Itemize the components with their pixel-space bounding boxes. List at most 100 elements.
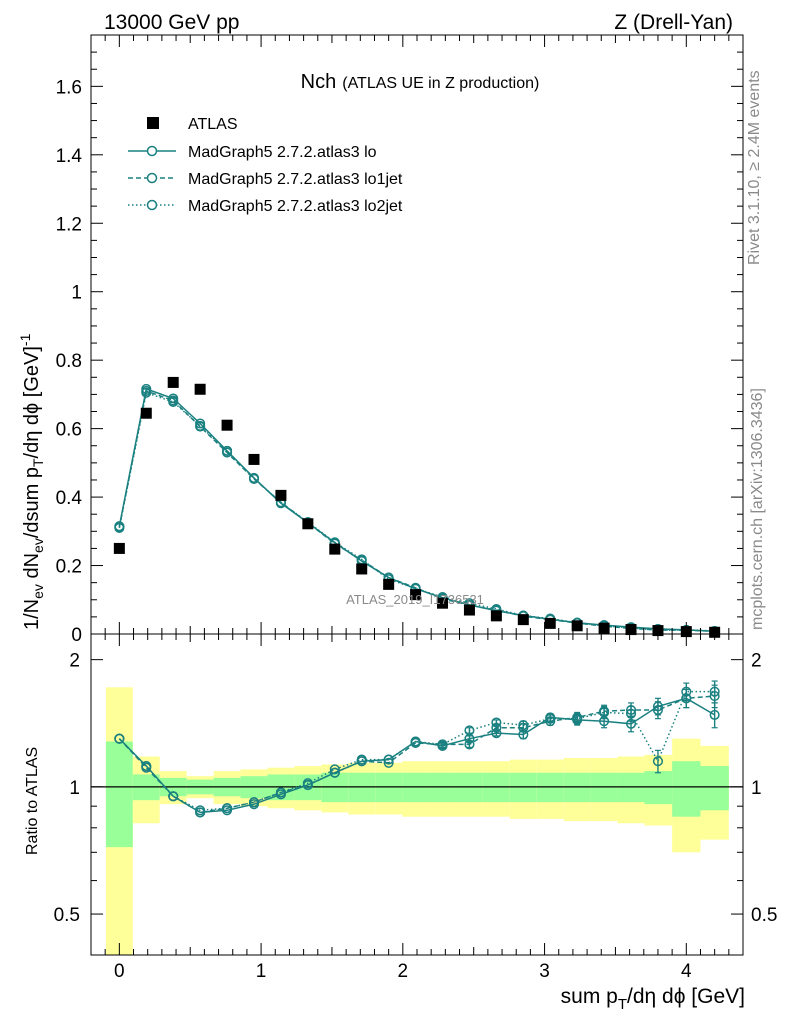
legend-lo1jet-marker (146, 172, 158, 184)
ylabel-c-sub: T (30, 458, 46, 467)
legend-lo1jet-label: MadGraph5 2.7.2.atlas3 lo1jet (188, 171, 403, 188)
ratio-line-1 (118, 695, 715, 814)
y-tick-label: 0.8 (56, 351, 82, 372)
x-tick-label: 2 (398, 961, 409, 982)
y-tick-label: 1.4 (56, 146, 83, 167)
atlas-data-point (625, 624, 637, 636)
ratio-point-2 (652, 756, 664, 767)
ratio-point-0 (709, 709, 720, 720)
atlas-data-point (571, 620, 583, 632)
ratio-point-2 (114, 733, 125, 744)
legend-lo-label: MadGraph5 2.7.2.atlas3 lo (188, 144, 377, 161)
watermark: ATLAS_2019_I1736531 (346, 592, 484, 607)
mcplots-label: mcplots.cern.ch [arXiv:1306.3436] (749, 388, 766, 630)
ratio-uncertainty-bands (91, 687, 743, 955)
atlas-data-point (517, 614, 529, 626)
ratio-tick-label-left: 2 (69, 651, 80, 672)
ylabel-c: /dsum p (21, 467, 43, 538)
xlabel-a-sub: T (618, 996, 627, 1013)
x-tick-label: 4 (681, 961, 692, 982)
atlas-data-point (302, 518, 314, 530)
mc-point-2 (141, 387, 152, 398)
ratio-tick-label-right: 2 (751, 651, 762, 672)
main-plot-marks (113, 376, 721, 638)
header-left: 13000 GeV pp (104, 11, 239, 34)
ratio-inner-band (700, 766, 729, 811)
y-tick-label: 0 (71, 625, 82, 646)
mc-point-2 (248, 473, 260, 484)
ylabel-d-sup: -1 (17, 333, 33, 346)
legend-lo2jet-marker (146, 199, 158, 211)
ylabel-a: 1/N (21, 599, 43, 630)
atlas-data-point (194, 383, 206, 395)
atlas-data-point (544, 617, 556, 629)
ratio-inner-band (644, 771, 673, 805)
mc-point-2 (114, 522, 125, 533)
atlas-data-point (463, 604, 475, 616)
ratio-point-1 (383, 757, 394, 768)
y-tick-label: 1 (71, 283, 82, 304)
ratio-point-2 (275, 787, 286, 798)
atlas-data-point (490, 610, 502, 622)
mc-point-2 (222, 445, 233, 456)
x-tick-label: 0 (114, 961, 125, 982)
legend-lo2jet-label: MadGraph5 2.7.2.atlas3 lo2jet (188, 198, 403, 215)
xlabel-a: sum p (561, 985, 618, 1008)
mc-point-2 (195, 420, 206, 431)
ratio-plot-marks (114, 680, 720, 818)
ratio-point-2 (329, 764, 340, 775)
y-tick-label: 0.4 (56, 488, 83, 509)
legend: ATLAS MadGraph5 2.7.2.atlas3 lo MadGraph… (128, 116, 403, 215)
ratio-point-2 (410, 736, 421, 747)
ratio-inner-band (105, 741, 133, 848)
ratio-point-2 (195, 805, 206, 816)
chart-title-main: Nch (301, 71, 337, 93)
legend-atlas-label: ATLAS (188, 116, 238, 133)
y-axis-label: 1/Nev dNev/dsum pT/dη dϕ [GeV]-1 (17, 333, 46, 630)
y-tick-label: 0.6 (56, 420, 82, 441)
legend-lo-marker (146, 145, 158, 157)
atlas-data-point (437, 597, 449, 609)
y-tick-label: 1.2 (56, 214, 82, 235)
chart-subtitle: (ATLAS UE in Z production) (342, 75, 539, 92)
ratio-tick-label-left: 0.5 (54, 905, 80, 926)
ratio-point-2 (356, 754, 367, 765)
mc-line-1 (118, 389, 715, 633)
atlas-data-point (221, 419, 233, 431)
ratio-point-1 (464, 739, 475, 750)
atlas-data-point (248, 453, 260, 465)
y-tick-label: 0.2 (56, 557, 82, 578)
atlas-data-point (410, 589, 422, 601)
mc-line-2 (118, 391, 715, 632)
ratio-inner-band (672, 761, 701, 817)
atlas-data-point (383, 578, 395, 590)
ylabel-b-sub: ev (30, 538, 46, 553)
axis-ticks: 0 1 2 3 4 0 0.2 0.4 0.6 0.8 1 1.2 1.4 1.6 0.5 0.5 1 1 2 2 (54, 34, 777, 982)
ratio-point-2 (545, 713, 556, 724)
legend-atlas-marker (147, 117, 159, 129)
ratio-tick-label-right: 0.5 (751, 905, 777, 926)
atlas-data-point (598, 622, 610, 634)
atlas-data-point (167, 376, 179, 388)
atlas-data-point (356, 563, 368, 575)
atlas-data-point (275, 489, 287, 501)
ylabel-d: /dη dϕ [GeV] (21, 346, 43, 458)
y-tick-label: 1.6 (56, 77, 82, 98)
ratio-tick-label-left: 1 (69, 778, 80, 799)
ylabel-b: dN (21, 553, 43, 584)
ratio-point-2 (437, 739, 448, 750)
ratio-point-2 (141, 761, 152, 772)
x-tick-label: 1 (256, 961, 267, 982)
xlabel-b: /dη dϕ [GeV] (627, 985, 745, 1008)
ratio-point-2 (681, 686, 692, 697)
ratio-point-2 (625, 708, 637, 719)
x-tick-label: 3 (539, 961, 550, 982)
header-right: Z (Drell-Yan) (614, 11, 733, 34)
atlas-data-point (329, 543, 341, 555)
mc-point-2 (168, 396, 179, 407)
ratio-point-2 (599, 707, 610, 718)
ratio-point-2 (491, 717, 502, 728)
ratio-point-2 (572, 713, 583, 724)
ratio-point-1 (652, 704, 664, 716)
ratio-line-0 (118, 697, 716, 814)
